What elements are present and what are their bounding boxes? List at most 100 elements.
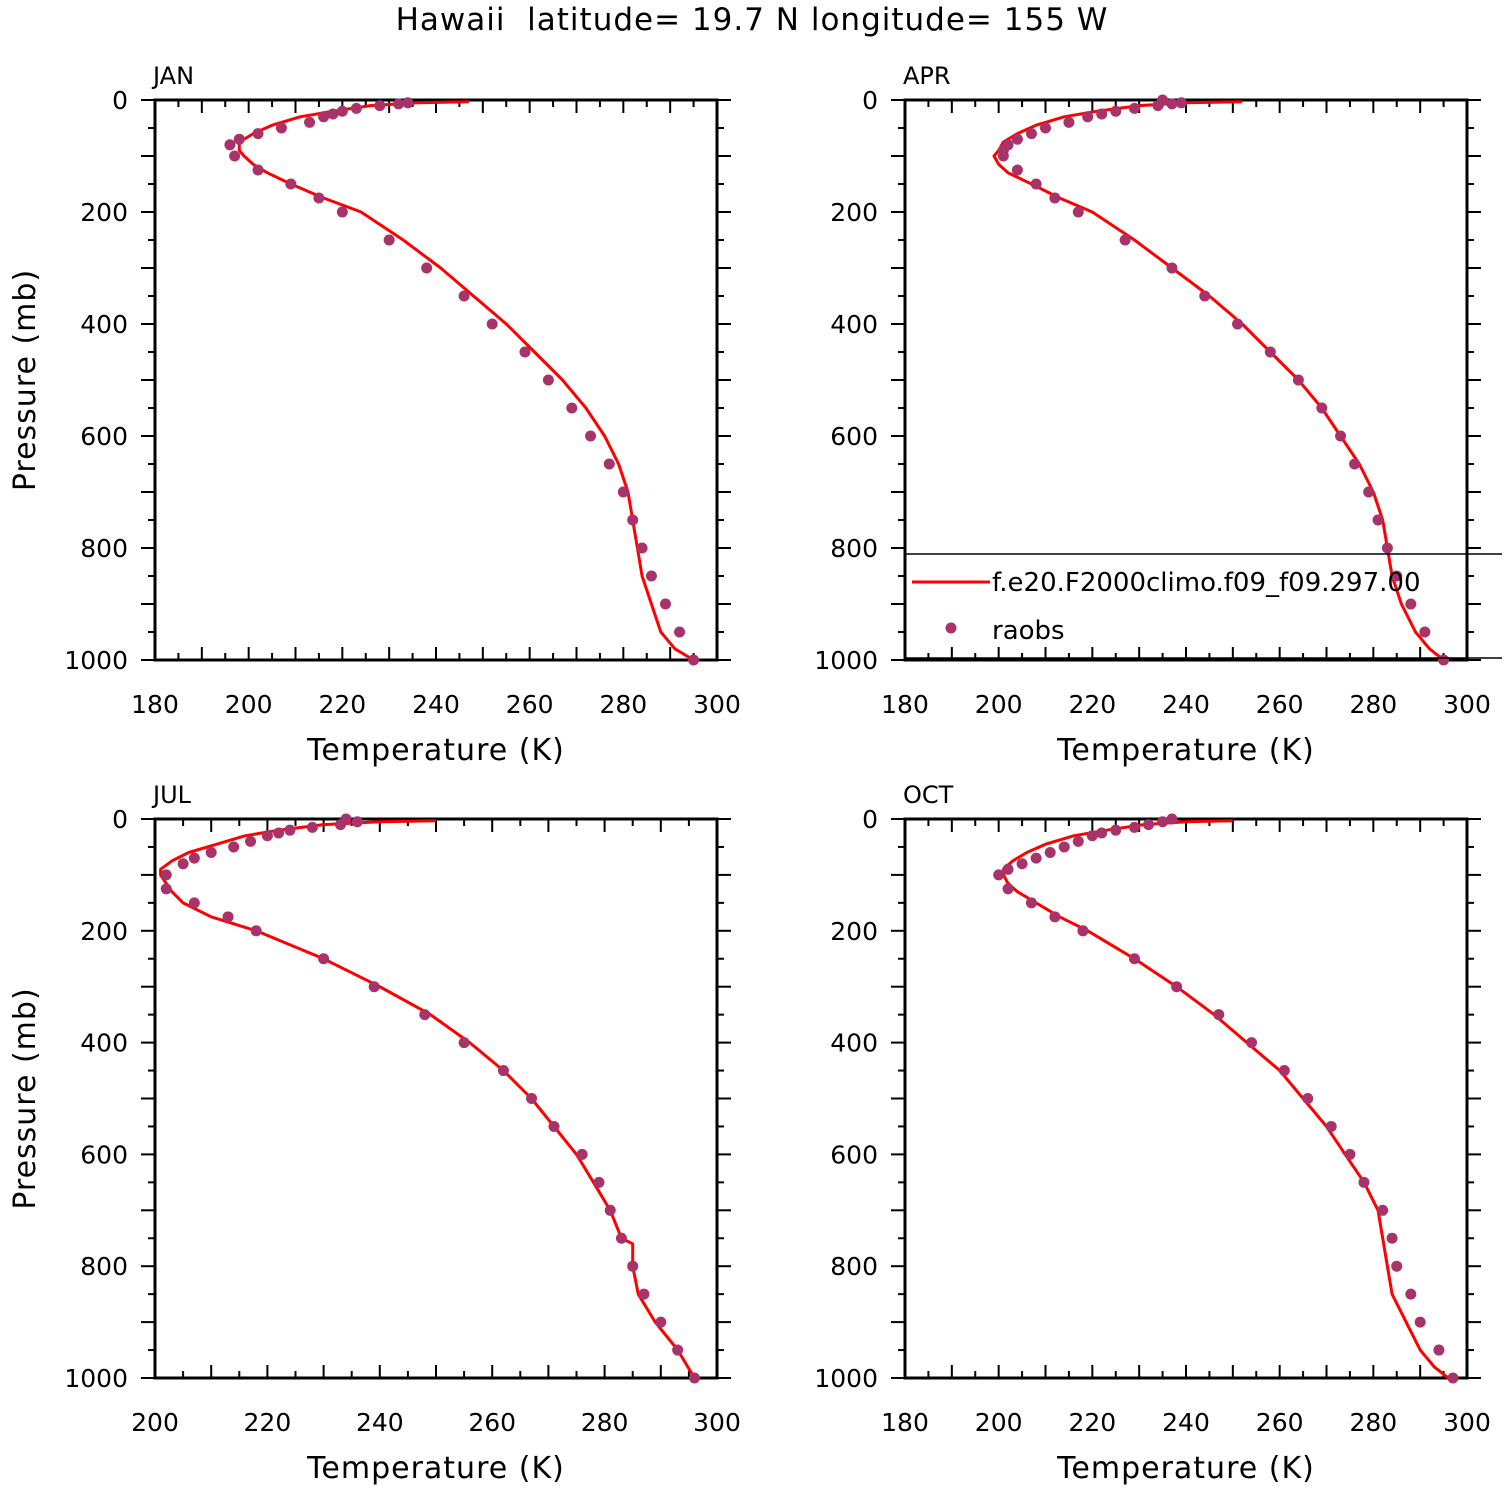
obs-point bbox=[1302, 1093, 1314, 1104]
panel-jan: JAN 180 200 220 240 260 280 300 0 200 400 600 800 100… bbox=[8, 62, 741, 768]
obs-point bbox=[275, 122, 287, 134]
obs-point bbox=[336, 206, 348, 218]
obs-point bbox=[1335, 430, 1347, 442]
obs-point bbox=[593, 1176, 605, 1188]
obs-point bbox=[188, 897, 200, 909]
y-tick-label: 0 bbox=[862, 86, 878, 115]
y-tick-label: 800 bbox=[830, 534, 878, 563]
obs-point bbox=[1152, 100, 1164, 112]
x-tick-label: 300 bbox=[1443, 690, 1491, 719]
obs-point bbox=[1377, 1204, 1389, 1216]
obs-point bbox=[636, 542, 648, 554]
obs-point bbox=[1002, 863, 1014, 875]
obs-point bbox=[458, 1037, 470, 1049]
x-tick-label: 220 bbox=[1068, 690, 1116, 719]
y-tick-label: 800 bbox=[80, 1252, 128, 1281]
y-tick-label: 200 bbox=[830, 198, 878, 227]
obs-point bbox=[1349, 458, 1361, 470]
obs-point bbox=[674, 626, 686, 638]
obs-point bbox=[1049, 911, 1061, 923]
y-tick-label: 600 bbox=[80, 422, 128, 451]
obs-point bbox=[1096, 108, 1108, 120]
obs-point bbox=[1447, 1372, 1459, 1384]
obs-point bbox=[383, 234, 395, 246]
obs-point bbox=[1433, 1344, 1445, 1356]
obs-point bbox=[1166, 262, 1178, 274]
obs-point bbox=[1157, 816, 1169, 828]
obs-point bbox=[318, 111, 330, 123]
obs-point bbox=[1292, 374, 1304, 386]
obs-point bbox=[1011, 133, 1023, 145]
obs-point bbox=[1025, 897, 1037, 909]
obs-point bbox=[374, 100, 386, 112]
x-tick-label: 200 bbox=[131, 1408, 179, 1437]
obs-point bbox=[1316, 402, 1328, 414]
obs-point bbox=[1175, 97, 1187, 109]
obs-point bbox=[1405, 598, 1417, 610]
obs-point bbox=[1264, 346, 1276, 358]
obs-point bbox=[393, 98, 405, 110]
y-tick-label: 1000 bbox=[64, 1364, 128, 1393]
obs-point bbox=[1040, 122, 1051, 134]
x-axis-label: Temperature (K) bbox=[306, 733, 565, 768]
legend-model-label: f.e20.F2000climo.f09_f09.297.00 bbox=[992, 568, 1421, 598]
y-tick-label: 0 bbox=[112, 805, 128, 834]
obs-point bbox=[1358, 1176, 1370, 1188]
obs-point bbox=[576, 1148, 588, 1160]
obs-point bbox=[617, 486, 629, 498]
obs-point bbox=[1419, 626, 1431, 638]
y-tick-label: 200 bbox=[80, 917, 128, 946]
panel-jul: JUL 200 220 240 260 280 300 0 200 400 600 800 1000 Te… bbox=[8, 781, 741, 1486]
obs-point bbox=[655, 1316, 667, 1328]
panel-label: OCT bbox=[903, 781, 954, 809]
obs-point bbox=[228, 841, 240, 853]
y-tick-label: 400 bbox=[830, 1029, 878, 1058]
obs-point bbox=[1110, 824, 1122, 836]
obs-point bbox=[542, 374, 554, 386]
obs-point bbox=[1096, 827, 1108, 839]
x-axis-label: Temperature (K) bbox=[1056, 1451, 1315, 1486]
obs-point bbox=[160, 883, 172, 895]
y-tick-label: 800 bbox=[80, 534, 128, 563]
y-axis-label: Pressure (mb) bbox=[8, 269, 43, 491]
obs-point bbox=[1414, 1316, 1426, 1328]
obs-point bbox=[273, 827, 285, 839]
obs-point bbox=[526, 1093, 538, 1104]
x-tick-label: 240 bbox=[1162, 1408, 1210, 1437]
y-tick-label: 0 bbox=[862, 805, 878, 834]
obs-point bbox=[497, 1065, 509, 1077]
panel-label: JAN bbox=[151, 62, 194, 90]
obs-point bbox=[233, 133, 245, 145]
x-tick-label: 260 bbox=[1256, 690, 1304, 719]
obs-point bbox=[519, 346, 531, 358]
obs-point bbox=[627, 1260, 639, 1272]
plot-frame bbox=[903, 817, 1469, 1380]
obs-point bbox=[1344, 1148, 1356, 1160]
plot-frame bbox=[153, 98, 719, 662]
model-line bbox=[1001, 819, 1450, 1380]
obs-point bbox=[1372, 514, 1384, 526]
obs-point bbox=[1363, 486, 1375, 498]
x-tick-label: 180 bbox=[881, 1408, 929, 1437]
x-tick-label: 280 bbox=[1349, 690, 1397, 719]
obs-point bbox=[419, 1009, 431, 1021]
x-tick-label: 180 bbox=[881, 690, 929, 719]
legend-obs-label: raobs bbox=[992, 616, 1065, 646]
y-tick-label: 400 bbox=[80, 310, 128, 339]
obs-point bbox=[1143, 819, 1155, 831]
obs-point bbox=[566, 402, 578, 414]
obs-point bbox=[1128, 102, 1140, 114]
obs-point bbox=[1072, 206, 1084, 218]
y-tick-label: 0 bbox=[112, 86, 128, 115]
x-tick-label: 220 bbox=[318, 690, 366, 719]
x-tick-label: 260 bbox=[1256, 1408, 1304, 1437]
x-tick-label: 300 bbox=[693, 690, 741, 719]
obs-point bbox=[1405, 1288, 1417, 1300]
obs-point bbox=[1072, 835, 1084, 847]
y-tick-label: 600 bbox=[80, 1140, 128, 1169]
obs-point bbox=[1438, 654, 1450, 666]
obs-point bbox=[1049, 192, 1061, 204]
